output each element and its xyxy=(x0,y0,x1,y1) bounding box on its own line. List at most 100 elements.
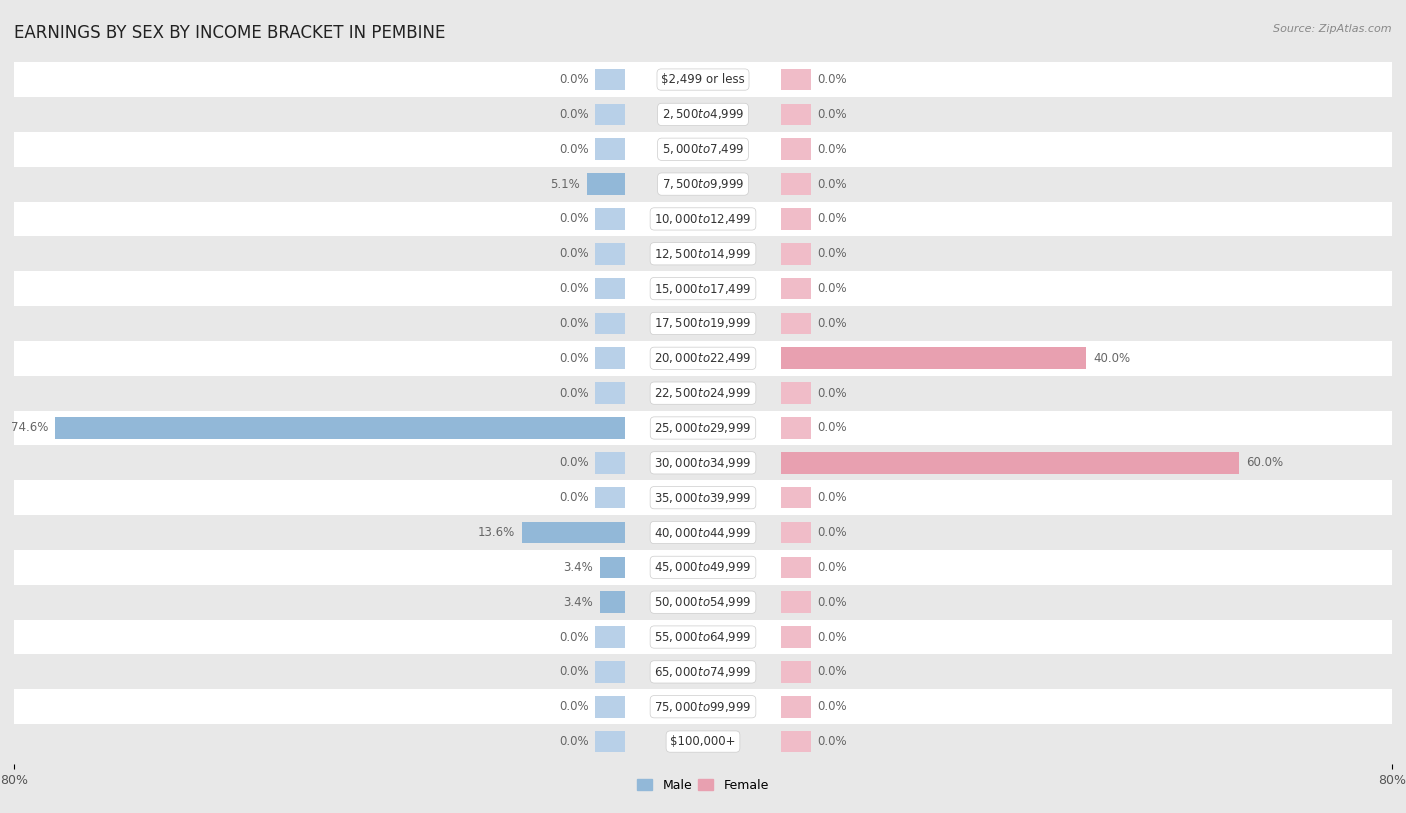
Text: 0.0%: 0.0% xyxy=(558,491,589,504)
FancyBboxPatch shape xyxy=(14,376,1392,411)
Text: 0.0%: 0.0% xyxy=(558,73,589,86)
Text: 0.0%: 0.0% xyxy=(558,247,589,260)
Bar xyxy=(599,557,626,578)
Bar xyxy=(780,382,811,404)
Text: $7,500 to $9,999: $7,500 to $9,999 xyxy=(662,177,744,191)
Text: 13.6%: 13.6% xyxy=(478,526,515,539)
FancyBboxPatch shape xyxy=(14,167,1392,202)
FancyBboxPatch shape xyxy=(14,585,1392,620)
Text: 0.0%: 0.0% xyxy=(558,108,589,121)
Text: 60.0%: 60.0% xyxy=(1246,456,1284,469)
Text: 0.0%: 0.0% xyxy=(817,387,848,400)
Text: $12,500 to $14,999: $12,500 to $14,999 xyxy=(654,247,752,261)
Text: $20,000 to $22,499: $20,000 to $22,499 xyxy=(654,351,752,365)
FancyBboxPatch shape xyxy=(14,237,1392,272)
Text: 0.0%: 0.0% xyxy=(817,561,848,574)
Text: $100,000+: $100,000+ xyxy=(671,735,735,748)
Bar xyxy=(780,591,811,613)
Text: $5,000 to $7,499: $5,000 to $7,499 xyxy=(662,142,744,156)
Text: 0.0%: 0.0% xyxy=(817,212,848,225)
Bar xyxy=(780,417,811,439)
FancyBboxPatch shape xyxy=(14,515,1392,550)
Text: $40,000 to $44,999: $40,000 to $44,999 xyxy=(654,525,752,540)
Text: $65,000 to $74,999: $65,000 to $74,999 xyxy=(654,665,752,679)
FancyBboxPatch shape xyxy=(14,62,1392,97)
Text: 0.0%: 0.0% xyxy=(817,596,848,609)
Text: $75,000 to $99,999: $75,000 to $99,999 xyxy=(654,700,752,714)
Text: 0.0%: 0.0% xyxy=(558,143,589,156)
Bar xyxy=(55,417,626,439)
Text: 0.0%: 0.0% xyxy=(558,631,589,644)
FancyBboxPatch shape xyxy=(14,97,1392,132)
Text: 3.4%: 3.4% xyxy=(562,596,592,609)
Text: 0.0%: 0.0% xyxy=(558,387,589,400)
Text: $17,500 to $19,999: $17,500 to $19,999 xyxy=(654,316,752,330)
Text: 0.0%: 0.0% xyxy=(817,700,848,713)
FancyBboxPatch shape xyxy=(14,272,1392,306)
FancyBboxPatch shape xyxy=(14,654,1392,689)
Text: 0.0%: 0.0% xyxy=(817,665,848,678)
Bar xyxy=(780,173,811,195)
Bar xyxy=(595,626,626,648)
Text: 0.0%: 0.0% xyxy=(817,631,848,644)
Text: 0.0%: 0.0% xyxy=(558,456,589,469)
Bar xyxy=(595,452,626,474)
Text: 0.0%: 0.0% xyxy=(558,282,589,295)
Text: $10,000 to $12,499: $10,000 to $12,499 xyxy=(654,212,752,226)
Text: 74.6%: 74.6% xyxy=(11,421,48,434)
Text: 0.0%: 0.0% xyxy=(817,735,848,748)
Text: EARNINGS BY SEX BY INCOME BRACKET IN PEMBINE: EARNINGS BY SEX BY INCOME BRACKET IN PEM… xyxy=(14,24,446,42)
Text: 3.4%: 3.4% xyxy=(562,561,592,574)
FancyBboxPatch shape xyxy=(14,724,1392,759)
Text: $2,500 to $4,999: $2,500 to $4,999 xyxy=(662,107,744,121)
Text: 0.0%: 0.0% xyxy=(817,421,848,434)
Bar xyxy=(595,696,626,718)
Text: $25,000 to $29,999: $25,000 to $29,999 xyxy=(654,421,752,435)
Text: $2,499 or less: $2,499 or less xyxy=(661,73,745,86)
Bar xyxy=(595,69,626,90)
Text: $35,000 to $39,999: $35,000 to $39,999 xyxy=(654,491,752,505)
Bar xyxy=(595,731,626,752)
Text: $55,000 to $64,999: $55,000 to $64,999 xyxy=(654,630,752,644)
Bar xyxy=(780,696,811,718)
Bar xyxy=(599,591,626,613)
Bar xyxy=(780,487,811,508)
FancyBboxPatch shape xyxy=(14,202,1392,237)
Bar xyxy=(595,208,626,230)
Bar xyxy=(522,522,626,543)
Bar xyxy=(780,522,811,543)
Bar xyxy=(595,278,626,299)
Bar xyxy=(780,313,811,334)
Text: $50,000 to $54,999: $50,000 to $54,999 xyxy=(654,595,752,609)
FancyBboxPatch shape xyxy=(14,620,1392,654)
Text: 0.0%: 0.0% xyxy=(558,317,589,330)
Legend: Male, Female: Male, Female xyxy=(633,774,773,797)
FancyBboxPatch shape xyxy=(14,446,1392,480)
FancyBboxPatch shape xyxy=(14,132,1392,167)
Bar xyxy=(780,557,811,578)
Text: 0.0%: 0.0% xyxy=(558,212,589,225)
Bar xyxy=(586,173,626,195)
Text: 0.0%: 0.0% xyxy=(558,735,589,748)
FancyBboxPatch shape xyxy=(14,550,1392,585)
Text: 0.0%: 0.0% xyxy=(558,352,589,365)
Text: 0.0%: 0.0% xyxy=(558,665,589,678)
FancyBboxPatch shape xyxy=(14,411,1392,446)
Text: $15,000 to $17,499: $15,000 to $17,499 xyxy=(654,281,752,296)
Bar xyxy=(595,347,626,369)
Bar xyxy=(780,278,811,299)
Bar xyxy=(780,661,811,683)
FancyBboxPatch shape xyxy=(14,689,1392,724)
Text: 0.0%: 0.0% xyxy=(817,73,848,86)
FancyBboxPatch shape xyxy=(14,306,1392,341)
Text: 0.0%: 0.0% xyxy=(817,491,848,504)
Bar xyxy=(595,487,626,508)
Bar xyxy=(595,661,626,683)
Text: 0.0%: 0.0% xyxy=(817,247,848,260)
Text: 0.0%: 0.0% xyxy=(558,700,589,713)
Text: 0.0%: 0.0% xyxy=(817,143,848,156)
Text: $30,000 to $34,999: $30,000 to $34,999 xyxy=(654,456,752,470)
Bar xyxy=(595,103,626,125)
Bar xyxy=(780,103,811,125)
FancyBboxPatch shape xyxy=(14,341,1392,376)
